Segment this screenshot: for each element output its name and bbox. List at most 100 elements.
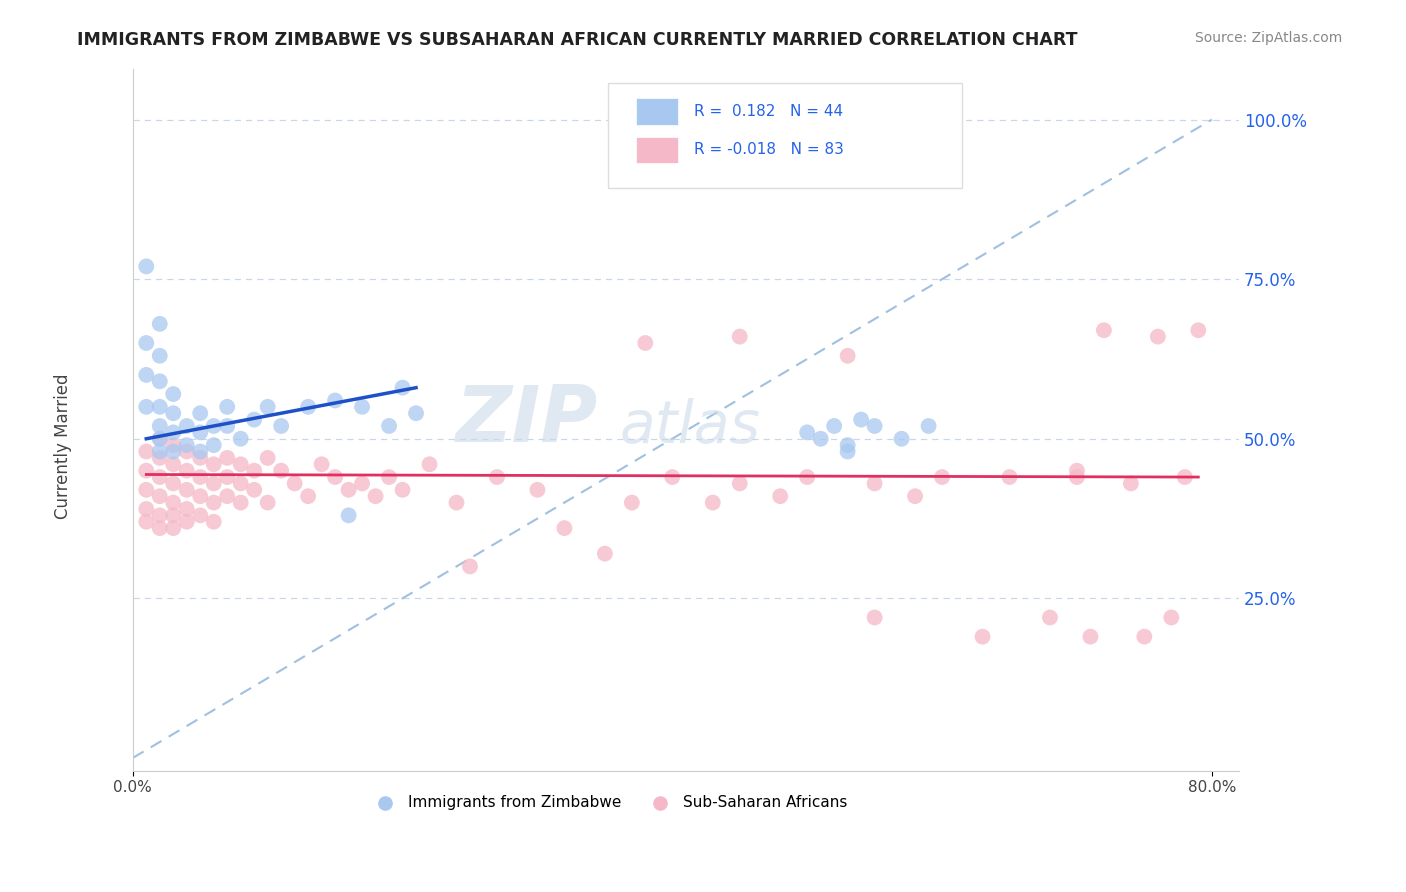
Text: ZIP: ZIP [456, 382, 598, 458]
Point [890, 432, 912, 446]
Point [1133, 630, 1156, 644]
Point [284, 476, 307, 491]
Point [188, 406, 211, 420]
Text: R =  0.182   N = 44: R = 0.182 N = 44 [693, 103, 842, 119]
Point [796, 470, 818, 484]
Point [149, 444, 172, 458]
Point [378, 419, 401, 434]
Point [243, 483, 266, 497]
Point [337, 483, 360, 497]
FancyBboxPatch shape [636, 136, 678, 163]
Point [149, 374, 172, 388]
Point [135, 400, 157, 414]
Point [270, 419, 292, 434]
Point [162, 406, 184, 420]
Point [149, 432, 172, 446]
Point [391, 483, 413, 497]
Point [149, 470, 172, 484]
Point [149, 432, 172, 446]
Point [1092, 323, 1115, 337]
Point [769, 489, 792, 503]
Point [1080, 630, 1102, 644]
Point [188, 444, 211, 458]
Point [149, 489, 172, 503]
Point [202, 458, 225, 472]
Point [352, 476, 374, 491]
Point [256, 495, 278, 509]
Point [149, 400, 172, 414]
Point [702, 495, 724, 509]
Point [849, 412, 872, 426]
Point [188, 508, 211, 523]
Text: Currently Married: Currently Married [55, 373, 72, 519]
Point [162, 444, 184, 458]
FancyBboxPatch shape [609, 83, 962, 188]
Point [837, 444, 859, 458]
Point [149, 419, 172, 434]
Point [634, 336, 657, 351]
Point [1066, 464, 1088, 478]
Point [863, 476, 886, 491]
Text: atlas: atlas [620, 398, 761, 455]
Point [352, 400, 374, 414]
Point [176, 438, 198, 452]
Point [904, 489, 927, 503]
Point [162, 508, 184, 523]
Point [553, 521, 575, 535]
Point [188, 450, 211, 465]
Point [796, 425, 818, 440]
Point [863, 610, 886, 624]
Point [1147, 329, 1170, 343]
Point [149, 450, 172, 465]
Point [297, 489, 319, 503]
Point [188, 425, 211, 440]
Point [998, 470, 1021, 484]
Point [176, 419, 198, 434]
Point [176, 515, 198, 529]
Point [135, 515, 157, 529]
Point [728, 476, 751, 491]
Point [229, 495, 252, 509]
Point [202, 438, 225, 452]
Point [485, 470, 508, 484]
Point [162, 476, 184, 491]
Point [917, 419, 939, 434]
Point [202, 476, 225, 491]
Point [243, 464, 266, 478]
Point [149, 317, 172, 331]
Point [202, 515, 225, 529]
Point [446, 495, 468, 509]
Point [176, 464, 198, 478]
Point [135, 464, 157, 478]
Point [1119, 476, 1142, 491]
Point [1187, 323, 1209, 337]
Point [229, 458, 252, 472]
Point [972, 630, 994, 644]
Point [217, 489, 239, 503]
Point [405, 406, 427, 420]
Point [728, 329, 751, 343]
Point [149, 521, 172, 535]
Point [593, 547, 616, 561]
Point [378, 470, 401, 484]
Point [311, 458, 333, 472]
Point [176, 444, 198, 458]
Point [162, 521, 184, 535]
Point [162, 458, 184, 472]
Point [526, 483, 548, 497]
Point [458, 559, 481, 574]
Point [270, 464, 292, 478]
Point [863, 419, 886, 434]
Point [162, 495, 184, 509]
Point [176, 502, 198, 516]
Point [217, 400, 239, 414]
Point [823, 419, 845, 434]
Point [810, 432, 832, 446]
Point [135, 260, 157, 274]
Point [337, 508, 360, 523]
Point [297, 400, 319, 414]
Point [135, 502, 157, 516]
Point [1160, 610, 1182, 624]
Point [243, 412, 266, 426]
Point [176, 483, 198, 497]
